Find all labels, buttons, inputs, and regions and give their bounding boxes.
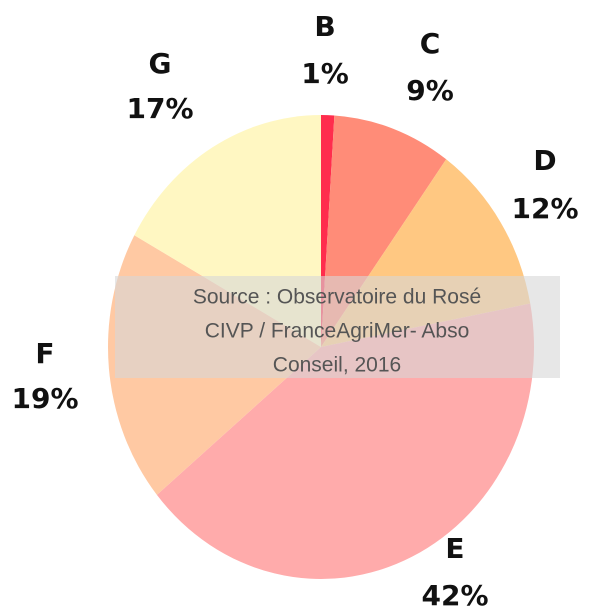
value-label: 12% xyxy=(511,192,578,225)
category-label: B xyxy=(314,10,335,43)
source-text: Source : Observatoire du Rosé xyxy=(193,286,481,309)
source-text: Conseil, 2016 xyxy=(273,354,401,377)
value-label: 1% xyxy=(301,57,349,90)
source-text: CIVP / FranceAgriMer- Abso xyxy=(205,320,470,343)
value-label: 9% xyxy=(406,74,454,107)
category-label: D xyxy=(533,144,556,177)
value-label: 19% xyxy=(11,382,78,415)
category-label: F xyxy=(35,337,54,370)
category-label: G xyxy=(149,47,172,80)
value-label: 17% xyxy=(126,92,193,125)
value-label: 42% xyxy=(421,579,488,612)
category-label: C xyxy=(420,27,441,60)
source-box xyxy=(115,276,560,378)
category-label: E xyxy=(445,532,464,565)
labels: B 1% C 9% D 12% E 42% F 19% G 17% xyxy=(11,10,578,612)
